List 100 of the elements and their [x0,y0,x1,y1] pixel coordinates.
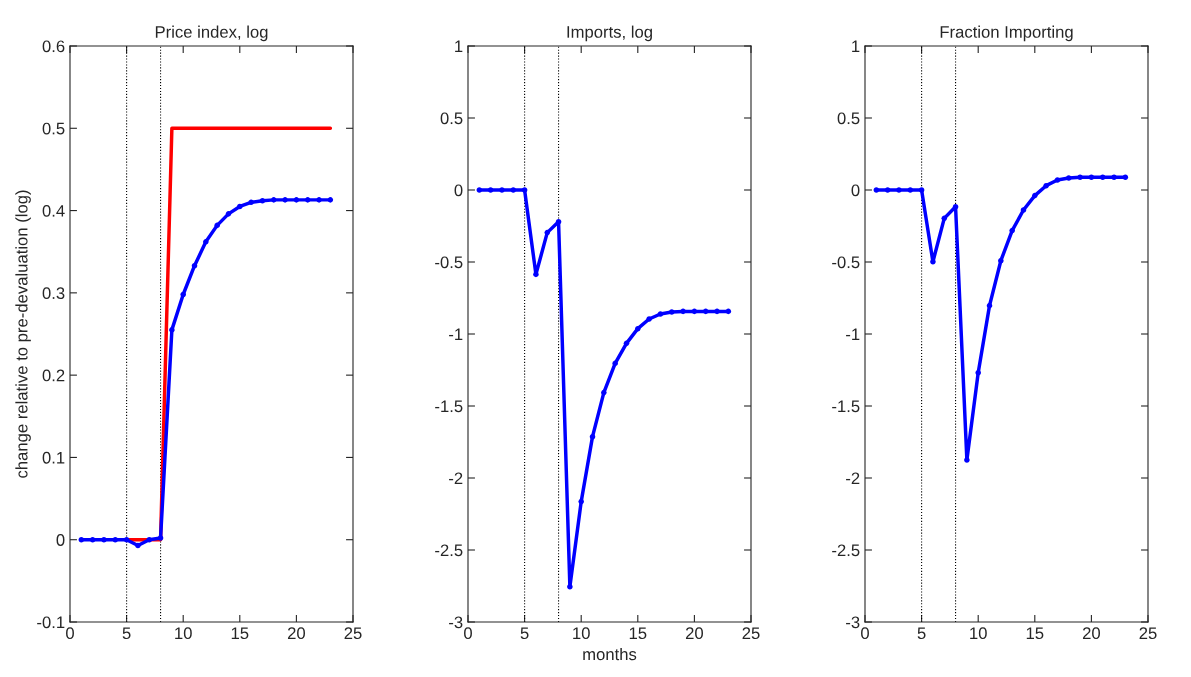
point [1009,227,1015,234]
y-tick-label: 0.6 [42,40,65,53]
point [203,239,209,245]
point [975,369,981,376]
point [135,542,141,549]
x-axis-title: months [583,647,637,661]
point [1111,174,1117,181]
y-tick-label: -0.5 [435,256,463,269]
y-tick-label: 0.5 [42,122,65,135]
x-tick-label: 20 [1082,627,1101,640]
x-tick-label: 0 [464,627,472,640]
point [316,197,322,203]
point [1065,175,1072,181]
chart-title: Fraction Importing [940,25,1073,42]
y-tick-label: 0.1 [42,451,65,464]
y-tick-label: 1 [455,40,463,53]
point [896,187,902,193]
point [112,536,119,543]
point [259,197,266,204]
y-tick-label: -2 [846,472,860,485]
point [1077,174,1083,181]
x-tick-label: 20 [287,627,306,640]
x-tick-label: 20 [685,627,704,640]
y-axis-title: change relative to pre-devaluation (log) [15,190,31,478]
y-tick-label: -0.5 [832,256,860,269]
point [191,262,198,269]
x-tick-label: 15 [231,627,249,640]
chart-title: Price index, log [155,25,268,42]
point [646,316,652,322]
y-tick-label: 1 [852,40,860,53]
point [612,360,618,367]
point [1032,192,1038,199]
point [567,583,573,590]
x-tick-label: 5 [917,627,926,640]
point [998,257,1004,264]
point [930,258,936,265]
y-tick-label: -1 [449,328,463,341]
y-tick-label: -1 [846,328,860,341]
y-tick-label: -1.5 [435,400,463,413]
y-tick-label: 0.2 [42,369,65,382]
point [476,187,483,193]
point [555,218,562,225]
point [680,308,686,315]
x-tick-label: 0 [66,627,74,640]
point [146,536,153,543]
y-tick-label: -1.5 [832,400,860,413]
point [293,197,300,203]
point [533,271,539,278]
x-tick-label: 0 [861,627,869,640]
y-tick-label: 0.5 [440,112,463,125]
point [578,498,584,505]
point [180,291,186,298]
y-tick-label: 0.3 [42,287,65,300]
y-tick-label: 0 [851,184,860,197]
y-tick-label: -2 [449,472,463,485]
y-tick-label: 0.5 [837,112,860,125]
x-tick-label: 10 [175,627,192,640]
point [952,203,959,210]
point [941,215,948,222]
x-tick-label: 10 [970,627,987,640]
point [101,536,107,543]
point [657,311,664,317]
chart-title: Imports, log [567,25,652,42]
point [884,187,891,193]
point [986,302,993,309]
point [510,187,517,193]
x-tick-label: 5 [122,627,131,640]
point [89,536,96,543]
y-tick-label: -2.5 [435,544,463,557]
point [589,433,596,440]
x-tick-label: 5 [520,627,529,640]
point [918,187,925,193]
point [623,340,630,347]
y-tick-label: -3 [846,616,860,629]
point [1088,174,1095,181]
y-tick-label: 0 [454,184,463,197]
point [169,327,175,333]
point [282,197,288,203]
y-tick-label: -3 [449,616,463,629]
point [157,535,164,541]
x-tick-label: 25 [344,627,362,640]
point [873,187,880,193]
point [304,197,311,203]
point [499,187,505,193]
point [691,308,698,315]
point [327,197,334,203]
point [225,211,232,217]
point [714,308,720,315]
point [1043,182,1049,189]
point [702,308,709,315]
point [964,457,970,463]
x-tick-label: 15 [629,627,647,640]
y-tick-label: 0.4 [42,204,65,217]
point [725,308,732,315]
x-tick-label: 25 [742,627,760,640]
point [601,389,607,396]
point [544,229,551,236]
point [521,187,528,193]
point [78,536,85,543]
point [635,325,641,332]
